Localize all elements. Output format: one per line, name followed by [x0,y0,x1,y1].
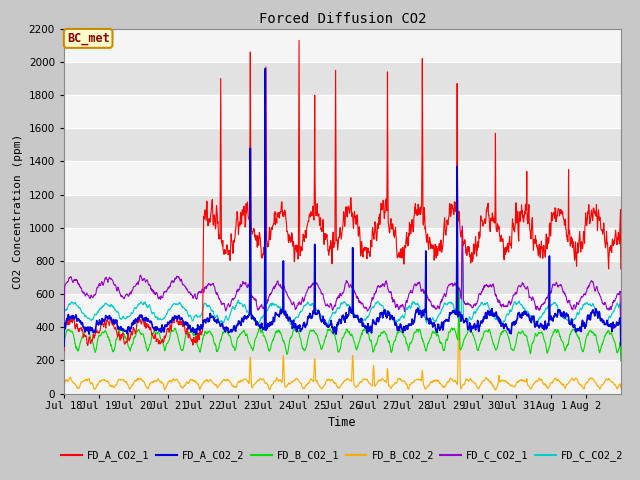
Text: BC_met: BC_met [67,32,109,45]
Bar [64,29,621,62]
Title: Forced Diffusion CO2: Forced Diffusion CO2 [259,12,426,26]
Bar [64,194,621,228]
Bar [64,327,621,360]
Bar [64,360,621,394]
Bar [64,128,621,161]
Bar [64,294,621,327]
Bar [64,261,621,294]
Bar [64,95,621,128]
Legend: FD_A_CO2_1, FD_A_CO2_2, FD_B_CO2_1, FD_B_CO2_2, FD_C_CO2_1, FD_C_CO2_2: FD_A_CO2_1, FD_A_CO2_2, FD_B_CO2_1, FD_B… [57,446,628,466]
Bar [64,161,621,194]
Y-axis label: CO2 Concentration (ppm): CO2 Concentration (ppm) [13,133,23,289]
Bar [64,228,621,261]
Bar [64,62,621,95]
X-axis label: Time: Time [328,416,356,429]
